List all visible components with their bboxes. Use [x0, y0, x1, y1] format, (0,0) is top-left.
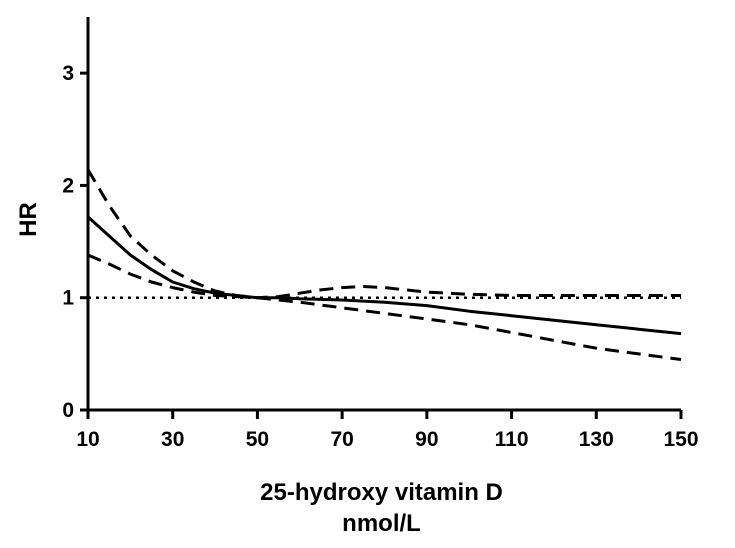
axes — [86, 17, 681, 412]
y-tick-label: 3 — [62, 62, 74, 85]
x-tick-label: 50 — [246, 428, 269, 451]
y-axis-title: HR — [15, 202, 42, 237]
ticks: 0 1 2 3 10 30 50 70 90 110 130 150 — [62, 62, 698, 451]
x-axis-unit: nmol/L — [342, 510, 421, 537]
x-tick-label: 150 — [663, 428, 698, 451]
plot-area — [86, 168, 682, 361]
x-tick-label: 90 — [415, 428, 438, 451]
series-line-hr-estimate — [86, 215, 682, 336]
x-tick-label: 70 — [330, 428, 353, 451]
series-line-lower-95-ci — [87, 253, 682, 361]
x-tick-label: 30 — [161, 428, 184, 451]
x-tick-label: 130 — [579, 428, 614, 451]
y-tick-label: 2 — [62, 174, 74, 197]
x-tick-label: 110 — [495, 428, 529, 451]
x-axis-title: 25-hydroxy vitamin D — [260, 479, 503, 506]
series-line-upper-95-ci — [86, 168, 681, 300]
y-tick-label: 1 — [62, 287, 74, 310]
y-tick-label: 0 — [62, 399, 74, 422]
x-tick-label: 10 — [76, 428, 99, 451]
